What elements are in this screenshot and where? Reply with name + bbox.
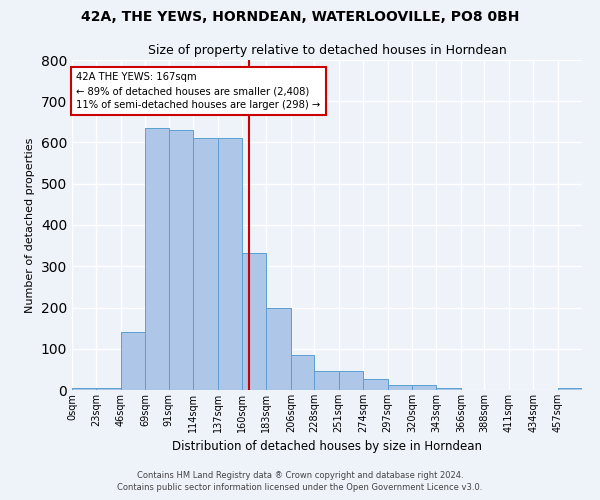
Bar <box>218 138 242 390</box>
Bar <box>121 332 145 390</box>
Text: 42A THE YEWS: 167sqm
← 89% of detached houses are smaller (2,408)
11% of semi-de: 42A THE YEWS: 167sqm ← 89% of detached h… <box>76 72 320 110</box>
Text: 42A, THE YEWS, HORNDEAN, WATERLOOVILLE, PO8 0BH: 42A, THE YEWS, HORNDEAN, WATERLOOVILLE, … <box>81 10 519 24</box>
Bar <box>72 388 97 390</box>
Bar <box>338 371 363 390</box>
Bar <box>266 308 291 390</box>
Bar <box>412 385 436 390</box>
Bar <box>242 252 266 390</box>
Bar <box>314 371 338 390</box>
Bar <box>363 379 388 390</box>
Bar <box>193 138 218 390</box>
Text: Contains HM Land Registry data ® Crown copyright and database right 2024.
Contai: Contains HM Land Registry data ® Crown c… <box>118 471 482 492</box>
Bar <box>97 388 121 390</box>
Bar <box>169 130 193 390</box>
X-axis label: Distribution of detached houses by size in Horndean: Distribution of detached houses by size … <box>172 440 482 454</box>
Bar <box>145 128 169 390</box>
Title: Size of property relative to detached houses in Horndean: Size of property relative to detached ho… <box>148 44 506 58</box>
Y-axis label: Number of detached properties: Number of detached properties <box>25 138 35 312</box>
Bar <box>557 388 582 390</box>
Bar <box>388 386 412 390</box>
Bar <box>291 355 314 390</box>
Bar <box>436 388 461 390</box>
